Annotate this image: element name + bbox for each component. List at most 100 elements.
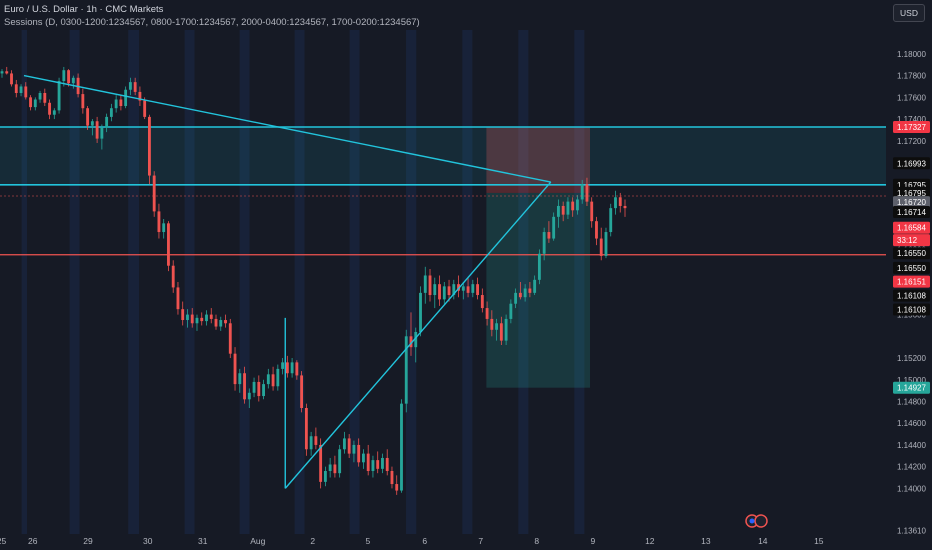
candle[interactable] [523, 284, 527, 302]
candle[interactable] [14, 79, 18, 98]
candle[interactable] [400, 399, 403, 493]
candle[interactable] [381, 453, 384, 474]
candle[interactable] [48, 99, 51, 120]
tradingview-logo-icon[interactable] [745, 514, 768, 528]
price-label[interactable]: 1.16714 [893, 205, 930, 218]
candle[interactable] [419, 286, 422, 337]
candle[interactable] [576, 195, 579, 215]
candle[interactable] [214, 314, 218, 330]
candle[interactable] [590, 197, 594, 228]
candle[interactable] [404, 329, 408, 413]
candle[interactable] [143, 97, 147, 120]
price-label[interactable]: 1.16550 [893, 261, 930, 274]
trendline[interactable] [23, 74, 551, 183]
candle[interactable] [119, 95, 123, 111]
candle[interactable] [176, 282, 180, 315]
candle[interactable] [200, 312, 204, 326]
candle[interactable] [595, 216, 598, 246]
stop-loss-zone[interactable] [486, 126, 590, 193]
candle[interactable] [114, 95, 118, 113]
candle[interactable] [257, 375, 261, 402]
price-label[interactable]: 1.17327 [893, 120, 930, 133]
candle[interactable] [124, 86, 128, 109]
candle[interactable] [376, 451, 380, 474]
candle[interactable] [423, 266, 427, 304]
candle[interactable] [409, 312, 413, 356]
candle[interactable] [366, 444, 370, 476]
candle[interactable] [128, 77, 132, 96]
candle[interactable] [395, 475, 399, 495]
candle[interactable] [167, 221, 170, 272]
candle[interactable] [518, 282, 522, 300]
candle[interactable] [281, 358, 285, 375]
candle[interactable] [81, 88, 85, 114]
candle[interactable] [537, 249, 541, 285]
symbol-title[interactable]: Euro / U.S. Dollar · 1h · CMC Markets [4, 4, 164, 15]
candle[interactable] [347, 434, 351, 458]
candle[interactable] [190, 308, 194, 328]
candle[interactable] [157, 203, 161, 239]
candle[interactable] [224, 314, 227, 328]
candle[interactable] [556, 199, 560, 228]
candle[interactable] [19, 84, 23, 97]
candle[interactable] [0, 69, 4, 78]
candle[interactable] [314, 427, 318, 450]
candle[interactable] [390, 466, 394, 489]
candle[interactable] [495, 318, 499, 341]
candle[interactable] [67, 69, 71, 87]
price-label[interactable]: 1.16584 [893, 221, 930, 234]
candle[interactable] [38, 90, 42, 103]
candle[interactable] [328, 457, 332, 478]
candle[interactable] [266, 368, 270, 389]
candle[interactable] [233, 347, 237, 391]
candle[interactable] [428, 268, 432, 302]
candle[interactable] [514, 288, 518, 309]
candle[interactable] [461, 282, 465, 300]
candle[interactable] [90, 119, 94, 136]
candle[interactable] [471, 279, 475, 298]
candle[interactable] [571, 197, 575, 217]
candle[interactable] [285, 355, 289, 378]
candle[interactable] [309, 431, 313, 456]
candle[interactable] [599, 227, 603, 261]
candle[interactable] [561, 201, 565, 222]
candle[interactable] [138, 86, 142, 107]
price-label[interactable]: 1.16795 [893, 186, 930, 199]
candle[interactable] [342, 431, 346, 454]
candle[interactable] [585, 177, 589, 206]
candle[interactable] [33, 97, 37, 111]
candle[interactable] [262, 379, 265, 400]
candle[interactable] [442, 282, 446, 304]
candle[interactable] [300, 371, 304, 413]
candle[interactable] [24, 82, 28, 100]
candle[interactable] [385, 449, 389, 476]
candle[interactable] [371, 455, 375, 478]
price-label[interactable]: 1.16550 [893, 247, 930, 260]
price-label[interactable]: 1.16151 [893, 275, 930, 288]
resistance-zone[interactable] [0, 126, 886, 185]
candle[interactable] [333, 455, 337, 478]
candle[interactable] [357, 438, 361, 467]
candle[interactable] [547, 221, 551, 243]
candle[interactable] [452, 279, 456, 300]
candle[interactable] [362, 449, 365, 469]
trendline[interactable] [284, 181, 552, 489]
candle[interactable] [609, 203, 613, 237]
candle[interactable] [271, 366, 275, 391]
candle[interactable] [52, 108, 56, 120]
candle[interactable] [552, 212, 556, 241]
candle[interactable] [105, 113, 109, 133]
candle[interactable] [10, 70, 13, 87]
candle[interactable] [186, 309, 189, 328]
candle[interactable] [195, 314, 199, 331]
candle[interactable] [219, 316, 223, 331]
candle[interactable] [499, 316, 503, 345]
candle[interactable] [352, 440, 356, 463]
price-label[interactable]: 1.16108 [893, 289, 930, 302]
candle[interactable] [480, 288, 484, 313]
candle[interactable] [304, 403, 308, 456]
candle[interactable] [580, 179, 584, 204]
candle[interactable] [466, 277, 470, 298]
candle[interactable] [162, 219, 166, 239]
time-axis[interactable]: 2526293031Aug25678912131415 [0, 536, 824, 546]
